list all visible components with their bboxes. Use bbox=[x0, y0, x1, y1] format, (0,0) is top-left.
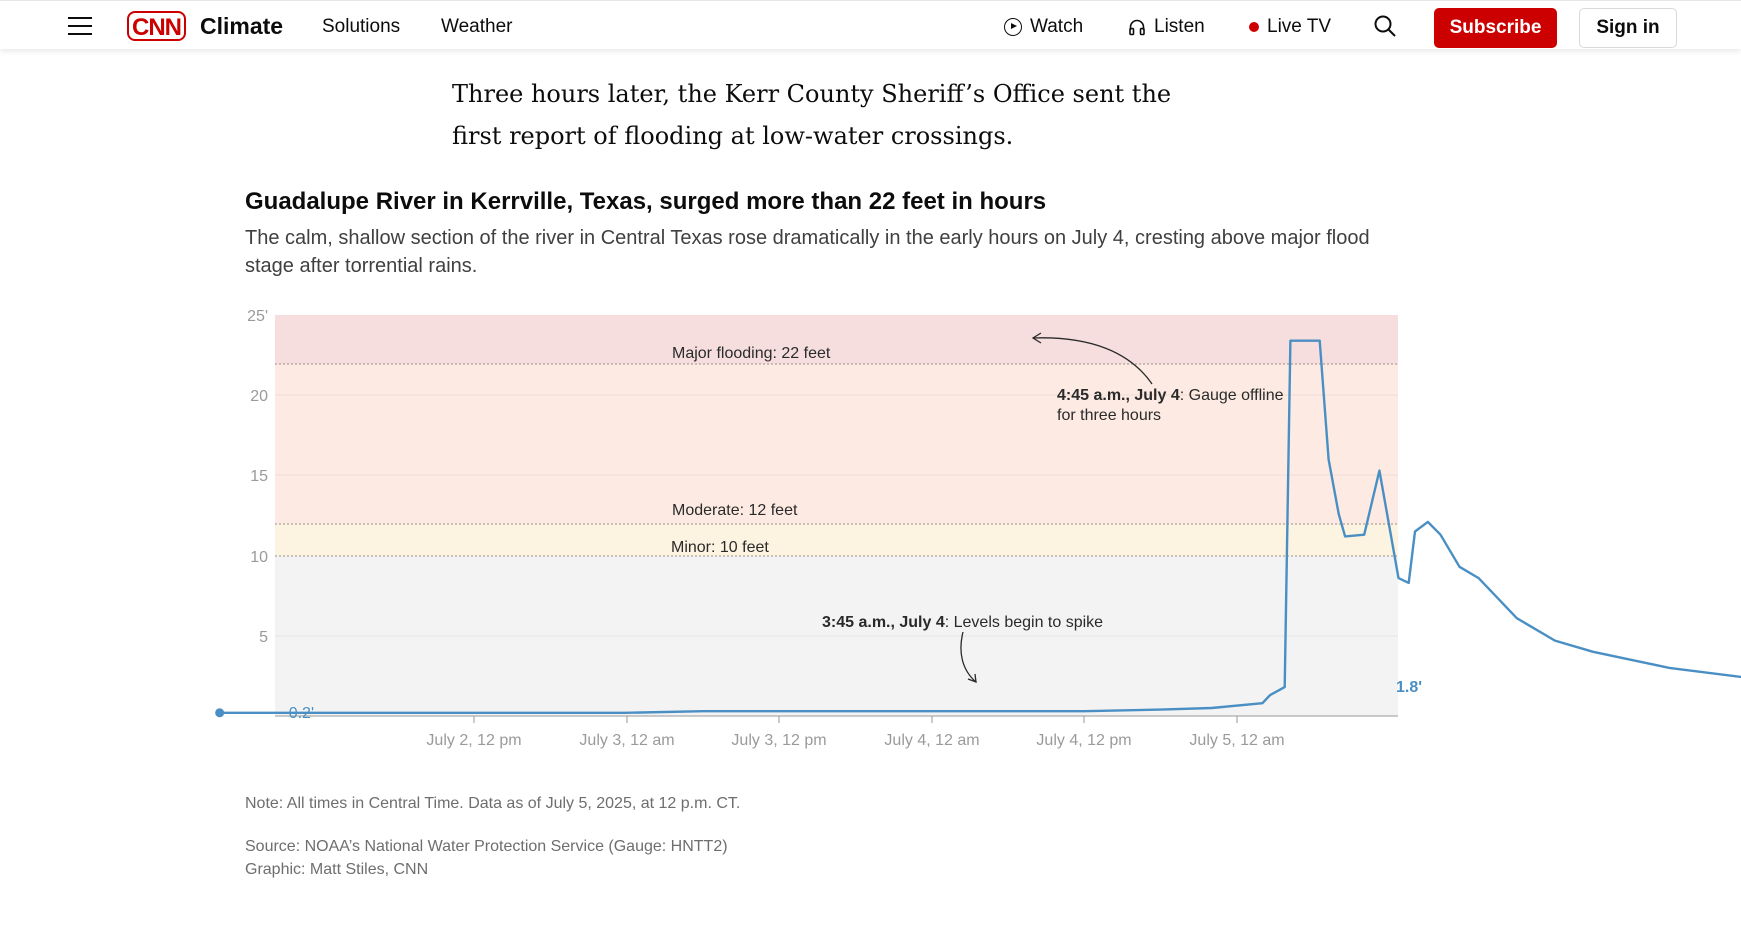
spike-annotation: 3:45 a.m., July 4: Levels begin to spike bbox=[822, 614, 1103, 631]
live-dot-icon bbox=[1249, 22, 1259, 32]
listen-label: Listen bbox=[1154, 16, 1205, 37]
offline-arrow bbox=[1032, 337, 1153, 385]
chart-title: Guadalupe River in Kerrville, Texas, sur… bbox=[245, 188, 1047, 215]
x-tick-label: July 2, 12 pm bbox=[426, 732, 521, 749]
menu-icon[interactable] bbox=[68, 17, 92, 35]
offline-annotation-line2: for three hours bbox=[1057, 407, 1161, 424]
watch-link[interactable]: Watch bbox=[1004, 16, 1083, 38]
chart-note: Note: All times in Central Time. Data as… bbox=[245, 795, 741, 812]
site-header: CNN Climate Solutions Weather Watch List… bbox=[0, 0, 1741, 49]
live-tv-link[interactable]: Live TV bbox=[1249, 16, 1331, 38]
x-tick-label: July 3, 12 am bbox=[579, 732, 674, 749]
minor-flood-label: Minor: 10 feet bbox=[671, 539, 769, 556]
live-tv-label: Live TV bbox=[1267, 16, 1332, 37]
y-tick-15: 15 bbox=[250, 468, 268, 485]
spike-annotation-bold: 3:45 a.m., July 4 bbox=[822, 614, 945, 631]
x-tick-label: July 3, 12 pm bbox=[731, 732, 826, 749]
article-paragraph: Three hours later, the Kerr County Sheri… bbox=[452, 80, 1172, 150]
chart-source: Source: NOAA’s National Water Protection… bbox=[245, 838, 728, 855]
nav-weather[interactable]: Weather bbox=[441, 16, 513, 37]
headphones-icon bbox=[1129, 19, 1145, 36]
x-tick-label: July 4, 12 pm bbox=[1036, 732, 1131, 749]
start-point bbox=[215, 708, 225, 718]
x-tick-label: July 4, 12 am bbox=[884, 732, 979, 749]
subscribe-button[interactable]: Subscribe bbox=[1434, 8, 1557, 48]
y-tick-5: 5 bbox=[259, 629, 268, 646]
y-tick-20: 20 bbox=[250, 388, 268, 405]
y-tick-25: 25' bbox=[247, 308, 268, 325]
offline-annotation: 4:45 a.m., July 4: Gauge offline bbox=[1057, 387, 1284, 404]
major-flood-label: Major flooding: 22 feet bbox=[672, 345, 831, 362]
spike-annotation-text: : Levels begin to spike bbox=[945, 614, 1103, 631]
x-tick-label: July 5, 12 am bbox=[1189, 732, 1284, 749]
moderate-flood-label: Moderate: 12 feet bbox=[672, 502, 798, 519]
river-level-line bbox=[219, 339, 1741, 714]
play-icon bbox=[1004, 18, 1022, 36]
cnn-logo[interactable]: CNN bbox=[127, 11, 186, 41]
major-flood-band bbox=[275, 315, 1398, 364]
watch-label: Watch bbox=[1030, 16, 1084, 37]
river-level-chart: 25' 20 15 10 5 July 2, 12 pm July 3, 12 … bbox=[215, 308, 1741, 749]
chart-subtitle: The calm, shallow section of the river i… bbox=[245, 227, 1370, 277]
chart-credit: Graphic: Matt Stiles, CNN bbox=[245, 861, 429, 878]
section-title-climate[interactable]: Climate bbox=[200, 13, 284, 39]
end-value-label: 1.8' bbox=[1396, 679, 1422, 696]
offline-annotation-text: : Gauge offline bbox=[1180, 387, 1284, 404]
y-tick-10: 10 bbox=[250, 549, 268, 566]
nav-solutions[interactable]: Solutions bbox=[322, 16, 401, 37]
offline-annotation-bold: 4:45 a.m., July 4 bbox=[1057, 387, 1180, 404]
offline-arrowhead bbox=[1031, 332, 1042, 344]
spike-arrowhead bbox=[967, 673, 977, 683]
sign-in-button[interactable]: Sign in bbox=[1579, 8, 1677, 48]
listen-link[interactable]: Listen bbox=[1128, 16, 1205, 38]
start-value-label: 0.2' bbox=[289, 705, 314, 722]
search-icon[interactable] bbox=[1373, 14, 1397, 38]
moderate-flood-band bbox=[275, 364, 1398, 524]
spike-arrow bbox=[960, 631, 977, 683]
minor-flood-band bbox=[275, 524, 1398, 556]
